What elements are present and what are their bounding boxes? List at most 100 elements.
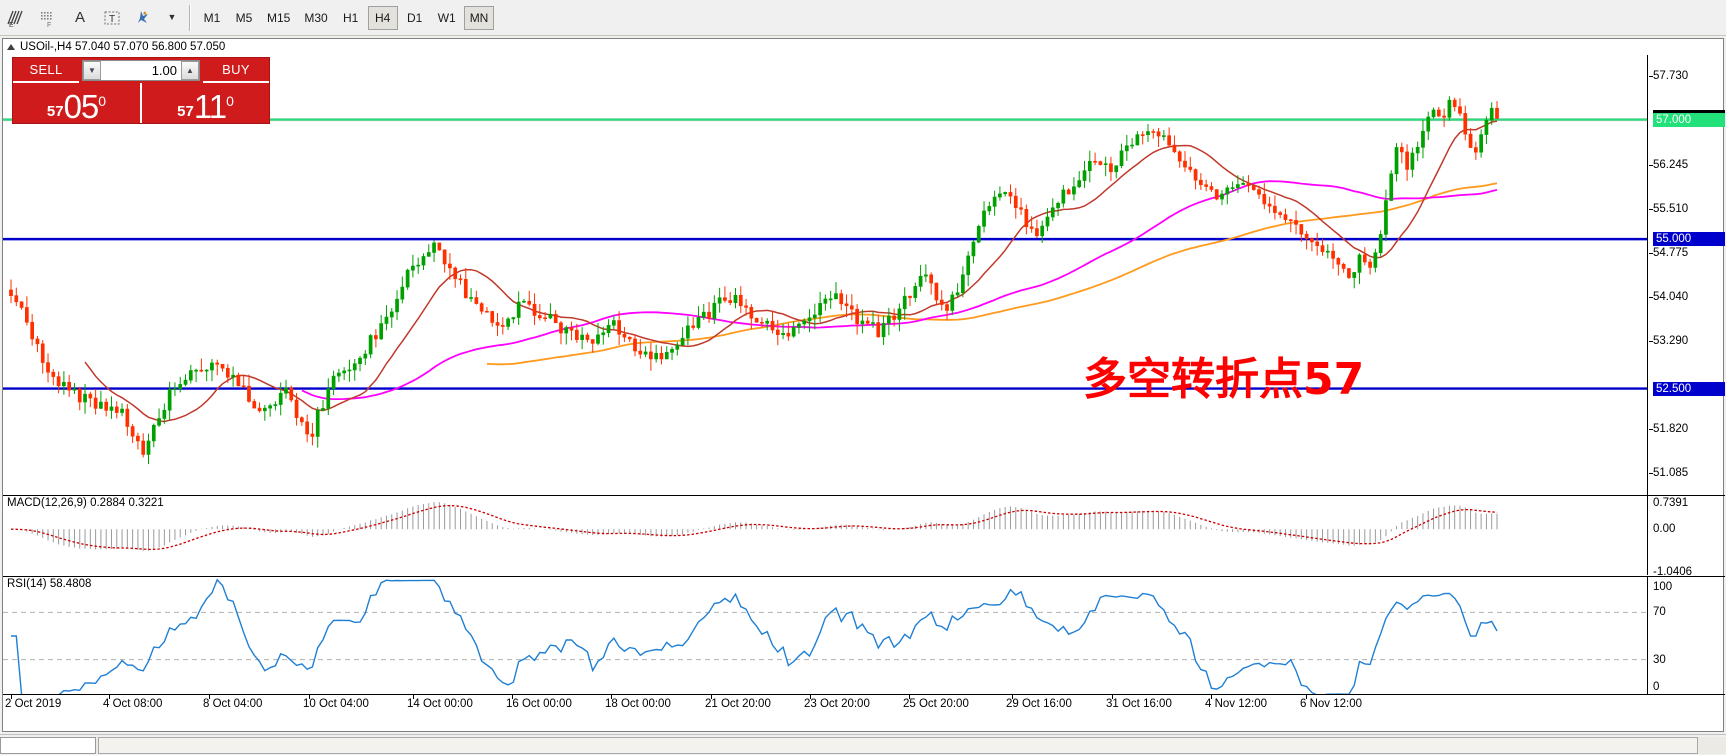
timeframe-m30[interactable]: M30 [304, 10, 328, 25]
time-label-1: 4 Oct 08:00 [103, 698, 163, 710]
time-label-10: 29 Oct 16:00 [1006, 698, 1072, 710]
buy-price-big: 11 [193, 87, 227, 125]
buy-price-lead: 57 [177, 103, 194, 120]
sell-price-big: 05 [63, 87, 100, 125]
buy-price-frac: 0 [226, 93, 234, 109]
price-axis[interactable]: 57.730 56.245 55.510 54.775 54.040 53.290 51.8… [1647, 55, 1725, 495]
time-axis[interactable]: 2 Oct 2019 4 Oct 08:00 8 Oct 04:00 10 Oct 0… [3, 694, 1725, 716]
objects-icon[interactable] [129, 3, 159, 33]
price-tick-4: 54.040 [1649, 291, 1688, 303]
price-tick-2: 55.510 [1649, 203, 1688, 215]
volume-increase-button[interactable]: ▲ [181, 61, 199, 80]
price-tag-52.500[interactable]: 52.500 [1653, 381, 1725, 396]
ask-marker [1653, 109, 1725, 114]
time-tick-mark [1112, 695, 1113, 699]
tick-mark [1649, 252, 1653, 254]
tick-mark [1649, 473, 1653, 475]
time-tick-mark [11, 695, 12, 699]
price-tick-0: 57.730 [1649, 70, 1688, 82]
time-label-2: 8 Oct 04:00 [203, 698, 263, 710]
timeframe-h4[interactable]: H4 [367, 5, 398, 30]
price-tick-3: 54.775 [1649, 247, 1688, 259]
price-tick-6: 51.820 [1649, 423, 1688, 435]
toolbar-separator [189, 4, 191, 31]
text-label-icon[interactable]: T [97, 3, 127, 33]
price-tick-5: 53.290 [1649, 335, 1688, 347]
rsi-tick-0: 100 [1653, 581, 1673, 593]
tick-mark [1649, 296, 1653, 298]
price-pane[interactable]: 57.730 56.245 55.510 54.775 54.040 53.290 51.8… [3, 55, 1725, 495]
timeframe-m15[interactable]: M15 [267, 10, 291, 25]
rsi-plot-area[interactable] [3, 577, 1647, 694]
scrollbar-left-cap[interactable] [0, 737, 96, 754]
price-chart-svg [3, 96, 1647, 465]
time-label-12: 4 Nov 12:00 [1205, 698, 1268, 710]
macd-label: MACD(12,26,9) 0.2884 0.3221 [7, 497, 164, 509]
time-label-4: 14 Oct 00:00 [407, 698, 473, 710]
svg-text:T: T [109, 14, 115, 25]
time-tick-mark [109, 695, 110, 699]
chart-annotation-text: 多空转折点57 [1083, 354, 1365, 405]
volume-stepper[interactable]: ▼ 1.00 ▲ [82, 60, 200, 81]
timeframe-w1[interactable]: W1 [437, 10, 456, 25]
timeframe-mn[interactable]: MN [463, 5, 495, 30]
text-icon[interactable]: A [74, 9, 85, 26]
timeframe-d1[interactable]: D1 [407, 10, 423, 25]
rsi-axis: 100 70 30 0 [1647, 577, 1725, 694]
time-label-3: 10 Oct 04:00 [303, 698, 369, 710]
time-tick-mark [611, 695, 612, 699]
time-tick-mark [711, 695, 712, 699]
time-tick-mark [309, 695, 310, 699]
collapse-icon[interactable] [7, 43, 15, 50]
time-label-8: 23 Oct 20:00 [804, 698, 870, 710]
horizontal-scrollbar[interactable] [0, 734, 1726, 755]
symbol-info-bar: USOil-,H4 57.040 57.070 56.800 57.050 [3, 39, 1723, 54]
sell-button[interactable]: SELL [13, 58, 79, 83]
time-label-7: 21 Oct 20:00 [705, 698, 771, 710]
buy-button[interactable]: BUY [203, 58, 269, 83]
rsi-tick-1: 70 [1653, 606, 1666, 619]
price-tag-55.000[interactable]: 55.000 [1653, 232, 1725, 247]
symbol-ohlc-text: USOil-,H4 57.040 57.070 56.800 57.050 [20, 40, 226, 53]
timeframe-h1[interactable]: H1 [343, 10, 359, 25]
templates-icon[interactable]: F [33, 3, 63, 33]
rsi-tick-2: 30 [1653, 653, 1666, 666]
macd-chart-svg [10, 502, 1498, 551]
scrollbar-thumb[interactable] [98, 737, 1698, 754]
trade-panel-header: SELL ▼ 1.00 ▲ BUY [13, 58, 269, 83]
price-plot-area[interactable] [3, 55, 1647, 495]
sell-price-display[interactable]: 57 05 0 [13, 83, 140, 123]
time-tick-mark [1306, 695, 1307, 699]
buy-price-display[interactable]: 57 11 0 [140, 83, 269, 123]
time-tick-mark [909, 695, 910, 699]
chevron-down-icon[interactable]: ▼ [167, 12, 177, 22]
time-label-0: 2 Oct 2019 [5, 698, 62, 710]
chart-window[interactable]: USOil-,H4 57.040 57.070 56.800 57.050 57… [2, 38, 1725, 732]
one-click-trading-panel[interactable]: SELL ▼ 1.00 ▲ BUY 57 05 0 57 11 0 [12, 57, 270, 124]
sell-price-lead: 57 [46, 103, 64, 120]
timeframe-group: M1 M5 M15 M30 H1 H4 D1 W1 MN [196, 0, 495, 35]
timeframe-m5[interactable]: M5 [235, 10, 253, 25]
macd-tick-1: 0.00 [1653, 523, 1676, 536]
time-label-5: 16 Oct 00:00 [506, 698, 572, 710]
indicators-icon[interactable]: E [1, 3, 31, 33]
tick-mark [1649, 341, 1653, 343]
svg-text:E: E [9, 22, 14, 28]
price-tag-57.000[interactable]: 57.000 [1653, 112, 1725, 127]
time-label-9: 25 Oct 20:00 [903, 698, 969, 710]
tick-mark [1649, 208, 1653, 210]
time-tick-mark [1211, 695, 1212, 699]
price-tick-7: 51.085 [1649, 467, 1688, 479]
macd-tick-2: -1.0406 [1653, 566, 1693, 578]
volume-input[interactable]: 1.00 [101, 61, 181, 80]
rsi-pane[interactable]: RSI(14) 58.4808 100 70 30 0 [3, 576, 1725, 694]
time-tick-mark [1012, 695, 1013, 699]
time-tick-mark [810, 695, 811, 699]
macd-plot-area[interactable] [3, 496, 1647, 575]
timeframe-m1[interactable]: M1 [203, 10, 221, 25]
main-toolbar: E F A [0, 0, 1726, 36]
volume-decrease-button[interactable]: ▼ [83, 61, 101, 80]
rsi-tick-3: 0 [1653, 681, 1660, 693]
macd-pane[interactable]: MACD(12,26,9) 0.2884 0.3221 0.7391 0.00 -1… [3, 495, 1725, 578]
